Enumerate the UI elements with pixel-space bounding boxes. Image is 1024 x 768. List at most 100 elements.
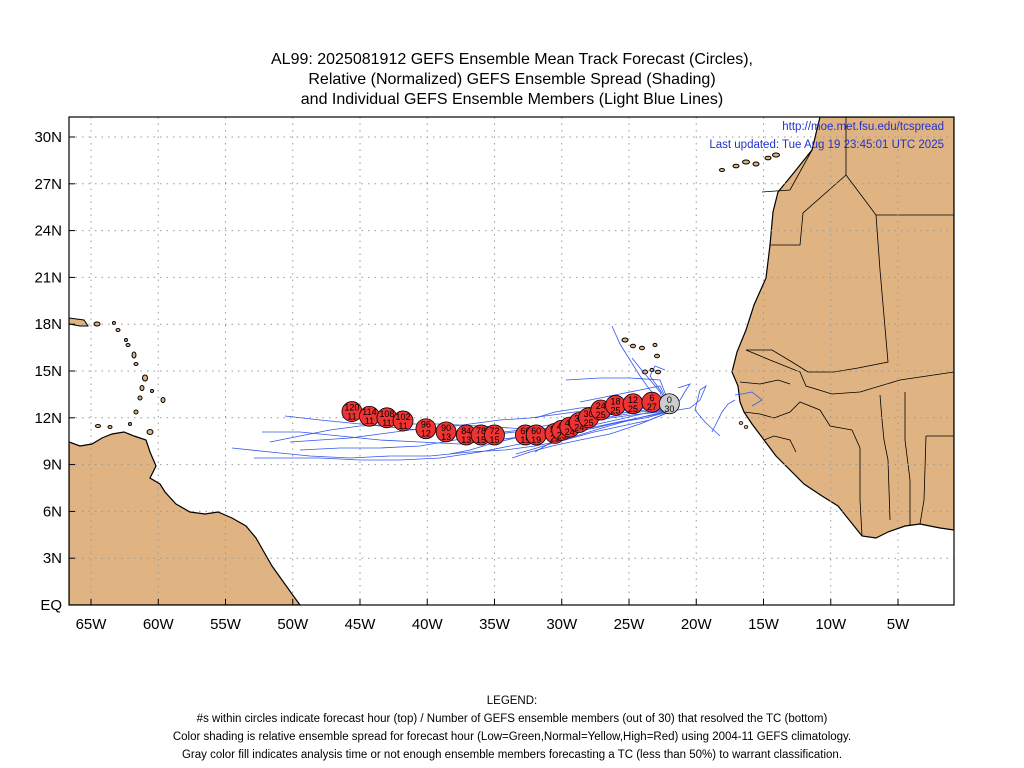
forecast-hour-label: 108 [379,409,394,419]
member-count-label: 11 [398,421,407,431]
member-count-label: 30 [664,404,674,414]
member-count-label: 25 [611,405,621,415]
member-track [511,410,673,459]
map-axes: 65W 60W 55W 50W 45W 40W 35W 30W 25W 20W 15W 10W 5W 30… [34,129,910,633]
lon-tick-label: 45W [345,616,377,633]
lon-tick-label: 60W [143,616,175,633]
track-point: 627 [641,391,663,413]
south-america-landmass [69,431,301,605]
legend: LEGEND: #s within circles indicate forec… [0,692,1024,764]
lon-tick-label: 25W [614,616,646,633]
canary-islands [719,152,780,172]
member-track [711,399,736,433]
member-track [231,410,673,459]
member-count-label: 25 [584,418,594,428]
forecast-hour-label: 12 [628,395,638,405]
member-count-label: 23 [550,433,560,443]
forecast-hour-label: 102 [396,412,411,422]
lon-tick-label: 15W [748,616,780,633]
title-line-1: AL99: 2025081912 GEFS Ensemble Mean Trac… [271,51,753,68]
caribbean-islands [69,317,166,435]
lat-tick-label: 12N [34,410,62,427]
lat-tick-label: EQ [40,597,62,614]
track-circle [484,424,505,446]
member-count-label: 15 [476,435,486,445]
graticule-grid [69,117,954,605]
forecast-hour-label: 18 [611,396,621,406]
forecast-hour-label: 6 [649,393,654,403]
member-count-label: 13 [441,432,451,442]
forecast-hour-label: 96 [421,420,431,430]
land-layer [69,117,954,605]
forecast-hour-label: 72 [489,426,499,436]
member-count-label: 11 [365,416,374,426]
forecast-hour-label: 66 [520,426,530,436]
forecast-hour-label: 60 [531,426,541,436]
lon-tick-label: 5W [887,616,910,633]
track-circle [392,410,414,432]
member-count-label: 24 [574,422,584,432]
country-borders [739,117,954,537]
legend-line-2: Color shading is relative ensemble sprea… [172,731,852,743]
track-point: 030 [658,393,680,415]
lat-tick-label: 24N [34,223,62,240]
lat-tick-label: 15N [34,363,62,380]
map-title: AL99: 2025081912 GEFS Ensemble Mean Trac… [0,50,1024,110]
legend-line-1: #s within circles indicate forecast hour… [196,713,828,725]
member-count-label: 13 [461,435,471,445]
lon-tick-label: 20W [681,616,713,633]
forecast-hour-label: 84 [461,426,471,436]
lat-tick-label: 6N [43,503,62,520]
forecast-hour-label: 114 [362,407,376,417]
legend-heading: LEGEND: [486,695,538,707]
plot-frame [68,116,955,606]
member-count-label: 24 [565,427,575,437]
lat-tick-label: 3N [43,550,62,567]
member-count-label: 12 [421,429,431,439]
lon-tick-label: 50W [277,616,309,633]
member-count-label: 19 [520,435,530,445]
member-count-label: 11 [382,418,391,428]
member-track [565,377,673,412]
africa-landmass [731,117,954,539]
title-line-2: Relative (Normalized) GEFS Ensemble Spre… [308,71,716,88]
member-track [579,385,673,412]
lat-tick-label: 18N [34,316,62,333]
title-line-3: and Individual GEFS Ensemble Members (Li… [300,91,724,108]
forecast-hour-label: 30 [584,409,594,419]
lat-tick-label: 27N [34,176,62,193]
cape-verde-islands [621,337,661,375]
legend-line-3: Gray color fill indicates analysis time … [181,749,843,761]
lat-tick-label: 9N [43,457,62,474]
lat-tick-label: 30N [34,129,62,146]
member-track [671,384,721,437]
track-circle [658,393,680,415]
lon-tick-label: 35W [479,616,511,633]
member-count-label: 25 [596,410,606,420]
source-url-link[interactable]: http://moe.met.fsu.edu/tcspread [782,121,944,133]
member-track [254,410,673,461]
member-count-label: 19 [531,435,541,445]
member-count-label: 15 [489,435,499,445]
lat-tick-label: 21N [34,269,62,286]
member-count-label: 23 [557,430,567,440]
forecast-hour-label: 78 [476,426,486,436]
forecast-hour-label: 120 [344,403,359,413]
forecast-hour-label: 0 [667,395,672,405]
forecast-hour-label: 24 [596,401,606,411]
lon-tick-label: 10W [815,616,847,633]
last-updated-text: Last updated: Tue Aug 19 23:45:01 UTC 20… [709,139,944,151]
track-circle [435,421,457,443]
lon-tick-label: 30W [546,616,578,633]
lon-tick-label: 65W [76,616,108,633]
track-circle [415,418,437,440]
